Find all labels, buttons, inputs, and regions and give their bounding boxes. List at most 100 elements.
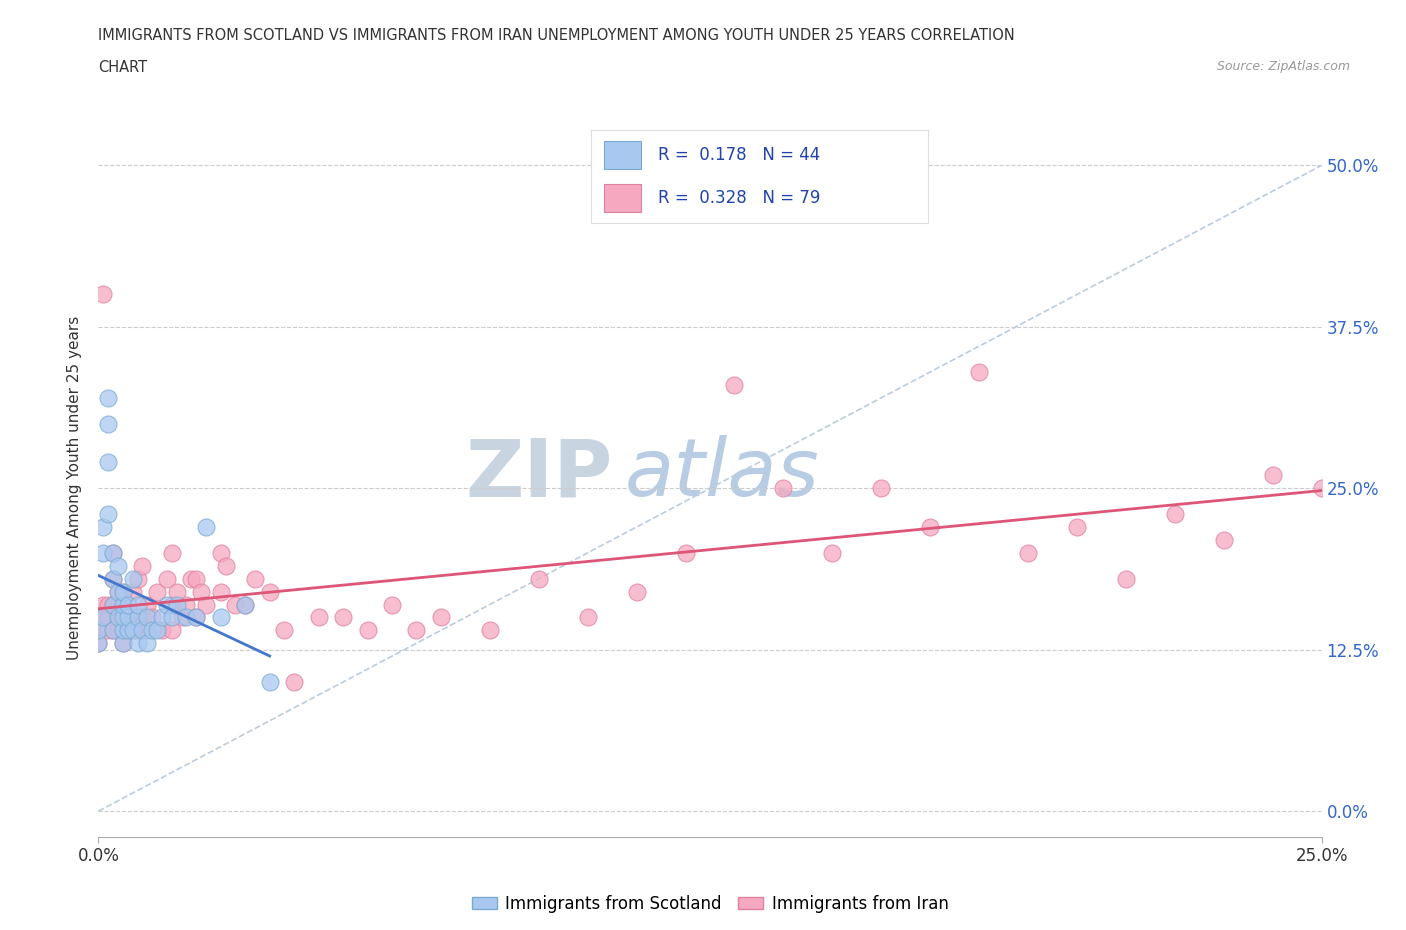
Point (160, 597, 183, 612)
Point (117, 597, 139, 612)
Point (233, 597, 256, 612)
Point (1164, 507, 1187, 522)
Point (141, 623, 163, 638)
Point (111, 584, 134, 599)
Point (195, 597, 218, 612)
Point (87, 636, 110, 651)
Point (170, 610, 193, 625)
Point (1310, 481, 1333, 496)
Point (97, 610, 120, 625)
Point (430, 610, 453, 625)
Point (111, 623, 134, 638)
Point (111, 597, 134, 612)
Point (1115, 571, 1137, 586)
Point (214, 558, 236, 573)
Point (91, 610, 114, 625)
Point (97, 417, 120, 432)
Point (723, 378, 745, 392)
Point (91, 287, 114, 302)
Point (176, 610, 198, 625)
Point (186, 571, 208, 586)
Point (101, 545, 124, 560)
Y-axis label: Unemployment Among Youth under 25 years: Unemployment Among Youth under 25 years (67, 316, 83, 660)
Point (136, 623, 159, 638)
Point (121, 584, 143, 599)
Legend: Immigrants from Scotland, Immigrants from Iran: Immigrants from Scotland, Immigrants fro… (465, 888, 955, 920)
Point (127, 636, 149, 651)
Point (111, 623, 134, 638)
Point (675, 545, 697, 560)
Point (121, 571, 143, 586)
Point (127, 597, 149, 612)
Point (967, 365, 990, 379)
Point (160, 610, 183, 625)
Point (107, 584, 129, 599)
Point (136, 610, 159, 625)
Text: Source: ZipAtlas.com: Source: ZipAtlas.com (1216, 60, 1350, 73)
Point (127, 571, 149, 586)
Point (156, 571, 179, 586)
Point (91, 545, 114, 560)
Point (160, 623, 183, 638)
Point (97, 507, 120, 522)
Point (150, 623, 173, 638)
Point (1017, 545, 1039, 560)
Point (97, 455, 120, 470)
Point (146, 623, 169, 638)
Point (117, 597, 139, 612)
Point (91, 520, 114, 535)
Point (117, 623, 139, 638)
Point (166, 584, 188, 599)
Point (224, 597, 246, 612)
Point (259, 584, 281, 599)
Point (101, 597, 124, 612)
Bar (605, 141, 641, 169)
Point (101, 597, 124, 612)
Text: ZIP: ZIP (465, 435, 612, 513)
Point (180, 571, 202, 586)
Point (121, 623, 143, 638)
Point (111, 584, 134, 599)
Point (131, 623, 153, 638)
Point (131, 610, 153, 625)
Point (101, 623, 124, 638)
Point (87, 623, 110, 638)
Point (626, 584, 648, 599)
Point (209, 545, 232, 560)
Point (821, 545, 844, 560)
Point (121, 623, 143, 638)
Point (150, 610, 173, 625)
Point (136, 636, 159, 651)
Point (107, 610, 129, 625)
Point (127, 610, 149, 625)
Point (101, 571, 124, 586)
Point (283, 674, 305, 689)
Point (121, 610, 143, 625)
Point (332, 610, 354, 625)
Point (233, 597, 256, 612)
Text: R =  0.178   N = 44: R = 0.178 N = 44 (658, 146, 820, 165)
Point (91, 610, 114, 625)
Point (772, 481, 794, 496)
Point (141, 610, 163, 625)
Point (186, 610, 208, 625)
Point (195, 520, 218, 535)
Point (117, 623, 139, 638)
Point (91, 597, 114, 612)
Point (190, 584, 212, 599)
Point (1066, 520, 1088, 535)
Point (1212, 533, 1234, 548)
Point (146, 584, 169, 599)
Point (97, 391, 120, 405)
Point (478, 623, 501, 638)
Point (209, 610, 232, 625)
Point (209, 584, 232, 599)
Point (381, 597, 404, 612)
Point (1261, 468, 1284, 483)
Point (166, 597, 188, 612)
Point (308, 610, 330, 625)
Point (107, 610, 129, 625)
Point (101, 623, 124, 638)
Point (111, 636, 134, 651)
Point (156, 597, 179, 612)
